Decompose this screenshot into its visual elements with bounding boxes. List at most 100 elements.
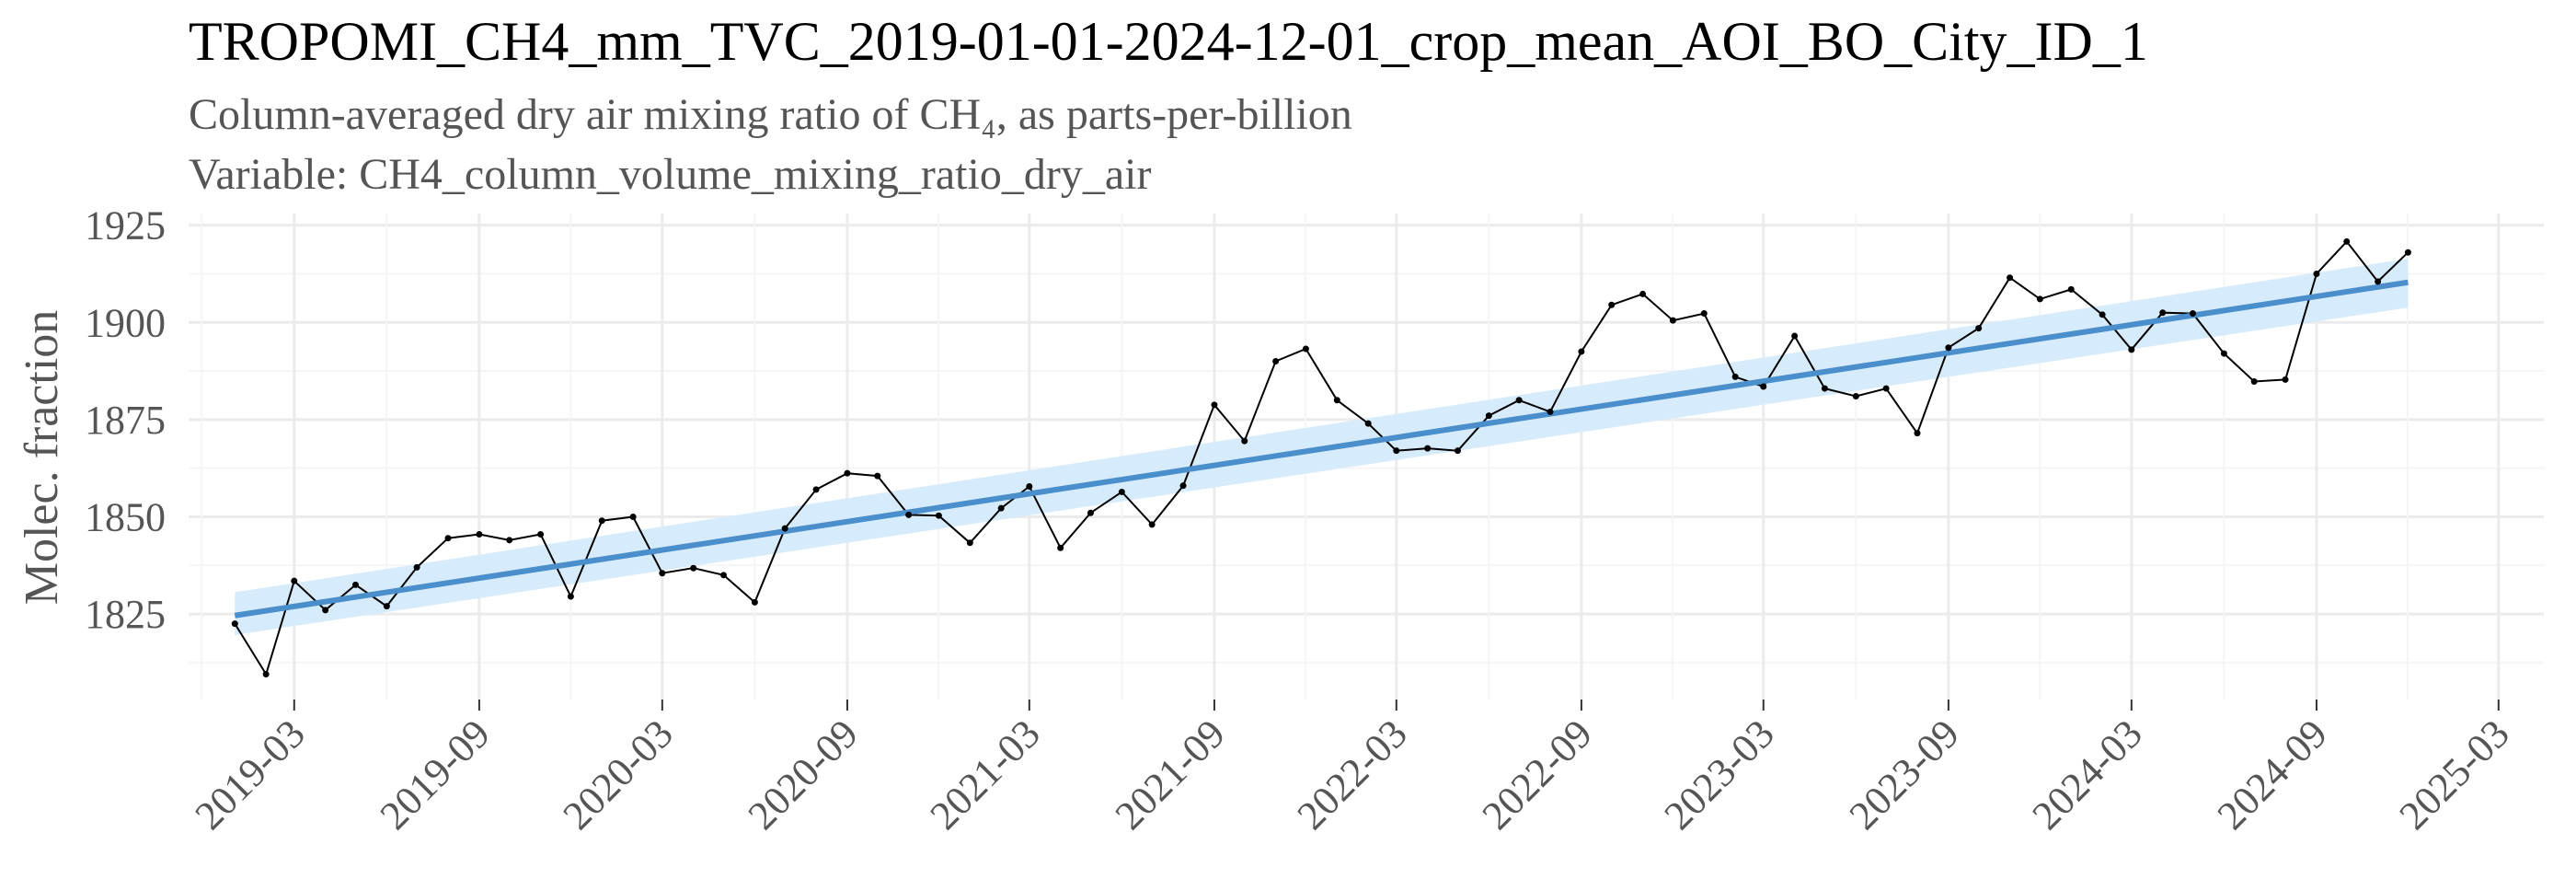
data-point [997,504,1005,512]
data-point [905,511,913,518]
data-point [2190,310,2197,318]
data-point [1393,447,1400,455]
data-point [935,512,942,519]
data-point [2250,377,2258,385]
trend-line [234,279,2409,619]
data-point [781,525,788,532]
data-point [1975,325,1983,332]
data-point [629,513,637,520]
x-tick-label: 2021-03 [922,711,1049,838]
data-point [291,577,298,584]
data-point [1454,447,1461,455]
x-tick-label: 2024-09 [2209,711,2336,838]
y-axis-label: Molec. fraction [16,310,68,606]
data-point [413,563,420,571]
data-point [1578,348,1585,355]
data-point [476,530,483,538]
data-point [812,486,820,493]
grid [189,214,2544,700]
data-point [1424,445,1432,452]
x-tick-label: 2019-03 [186,711,313,838]
data-point [844,469,851,477]
data-point [2159,309,2167,317]
data-point [874,472,881,480]
data-point [2375,278,2382,285]
data-point [1914,430,1921,437]
data-point [1485,412,1492,420]
data-point [2099,311,2106,318]
data-point [351,581,359,588]
data-point [383,603,390,610]
data-point [231,620,238,628]
data-point [1945,344,1952,352]
data-point [1791,332,1799,340]
data-point [966,539,973,547]
data-point [1333,397,1340,404]
data-point [1302,345,1309,353]
data-point [1639,290,1647,297]
data-point [2313,270,2320,277]
x-tick-label: 2024-03 [2024,711,2151,838]
data-point [1057,544,1064,551]
data-point [1364,420,1372,427]
data-point [2343,237,2351,245]
data-points-layer [231,237,2411,678]
x-tick-label: 2020-09 [740,711,867,838]
x-tick-label: 2022-09 [1474,711,1601,838]
y-tick-label: 1825 [85,592,166,637]
x-tick-label: 2025-03 [2391,711,2518,838]
data-point [1882,385,1890,392]
data-point [1760,383,1767,390]
data-point [1026,483,1033,491]
data-point [444,535,452,542]
data-point [2007,274,2014,282]
data-point [322,607,329,614]
data-point [1547,408,1554,415]
y-tick-label: 1900 [85,300,166,345]
data-point [659,570,666,577]
data-point [1669,317,1676,324]
data-point [567,593,574,600]
y-tick-label: 1875 [85,398,166,443]
data-point [1272,358,1280,365]
chart-subtitle-line-2: Variable: CH4_column_volume_mixing_ratio… [189,150,1151,199]
y-axis-ticks: 1825 1850 1875 1900 1925 [85,203,166,637]
data-point [1821,385,1828,392]
data-point [506,537,513,544]
x-tick-label: 2020-03 [555,711,682,838]
x-tick-label: 2023-09 [1841,711,1968,838]
x-tick-label: 2021-09 [1107,711,1234,838]
data-point [690,564,697,572]
data-point [1179,482,1187,490]
data-point [598,517,605,525]
data-point [262,671,270,678]
data-point [1852,393,1859,400]
x-tick-label: 2019-09 [372,711,499,838]
data-point [720,572,728,579]
series-line [234,239,2409,677]
data-point [2067,285,2075,293]
data-point [2220,350,2227,357]
data-point [1515,397,1523,404]
data-point [1731,373,1739,380]
data-point [2128,346,2135,353]
x-tick-label: 2023-03 [1655,711,1782,838]
data-point [1148,521,1156,528]
trend-line-layer [234,279,2409,619]
y-tick-label: 1850 [85,494,166,539]
data-point [751,598,758,606]
data-point [1118,488,1125,495]
x-tick-label: 2022-03 [1289,711,1416,838]
data-point [1211,401,1218,409]
data-point [2036,295,2043,303]
data-point [1087,509,1094,516]
observed-series-layer [234,239,2409,677]
y-tick-label: 1925 [85,203,166,249]
x-axis-ticks: 2019-03 2019-09 2020-03 2020-09 2021-03 2021-… [186,700,2518,839]
data-point [1700,310,1708,318]
data-point [1241,437,1248,445]
data-point [537,530,545,538]
data-point [2282,376,2289,383]
